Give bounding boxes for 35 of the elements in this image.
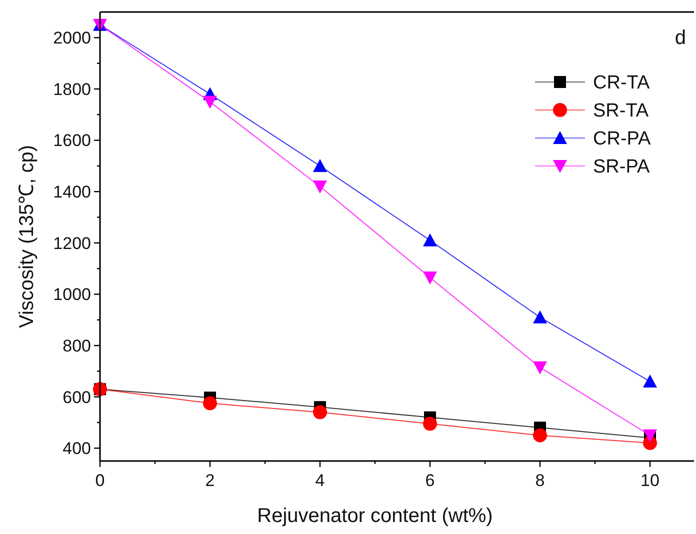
x-tick-label: 8 (535, 471, 545, 490)
y-tick-label: 800 (62, 336, 91, 356)
point (533, 361, 547, 374)
y-tick-label: 1000 (53, 285, 91, 304)
y-tick-label: 1600 (53, 131, 91, 150)
point (313, 158, 327, 172)
point (203, 96, 217, 109)
legend-label: SR-TA (593, 100, 649, 122)
point (533, 428, 547, 442)
point (423, 416, 437, 431)
x-tick-label: 10 (640, 471, 660, 490)
legend-label: SR-PA (593, 156, 650, 178)
point (643, 429, 657, 442)
y-tick-label: 1800 (53, 80, 91, 99)
legend-label: CR-PA (593, 128, 652, 150)
y-axis-title: Viscosity (135℃, cp) (16, 144, 38, 328)
y-tick-label: 2000 (53, 28, 91, 48)
point (643, 374, 657, 388)
annotation: d (674, 27, 686, 49)
y-tick-label: 600 (62, 388, 91, 407)
x-tick-label: 0 (95, 471, 105, 490)
legend-label: CR-TA (593, 72, 650, 94)
point (423, 233, 437, 246)
x-tick-label: 2 (205, 471, 215, 490)
x-axis-title: Rejuvenator content (wt%) (257, 505, 493, 527)
point (313, 405, 327, 420)
y-tick-label: 1200 (53, 234, 91, 253)
y-tick-label: 400 (62, 439, 91, 458)
point (313, 180, 327, 194)
x-tick-label: 6 (425, 471, 435, 490)
x-tick-label: 4 (315, 471, 325, 490)
y-tick-label: 1400 (53, 182, 91, 202)
point (533, 310, 547, 324)
point (423, 272, 437, 285)
point (203, 396, 217, 410)
